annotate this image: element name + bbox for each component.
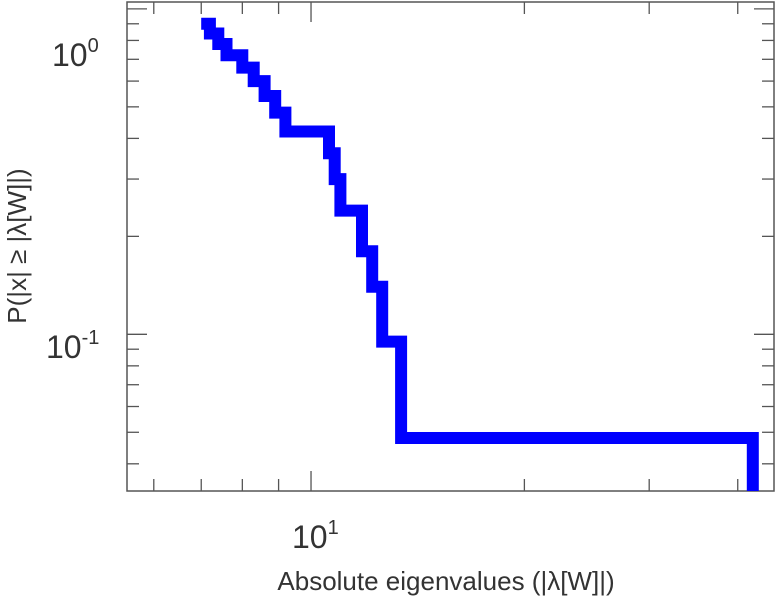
major-ticks bbox=[127, 2, 774, 491]
series-layer bbox=[201, 17, 759, 491]
y-axis-label: P(|x| ≥ |λ[W]|) bbox=[2, 168, 32, 323]
plot-frame bbox=[126, 1, 775, 492]
x-tick-label-10: 101 bbox=[292, 517, 339, 555]
x-axis-label: Absolute eigenvalues (|λ[W]|) bbox=[277, 566, 614, 596]
series-line-0 bbox=[201, 17, 759, 491]
minor-ticks bbox=[127, 2, 774, 491]
y-tick-label-1: 100 bbox=[52, 35, 99, 73]
y-tick-label-0.1: 10-1 bbox=[46, 327, 99, 365]
